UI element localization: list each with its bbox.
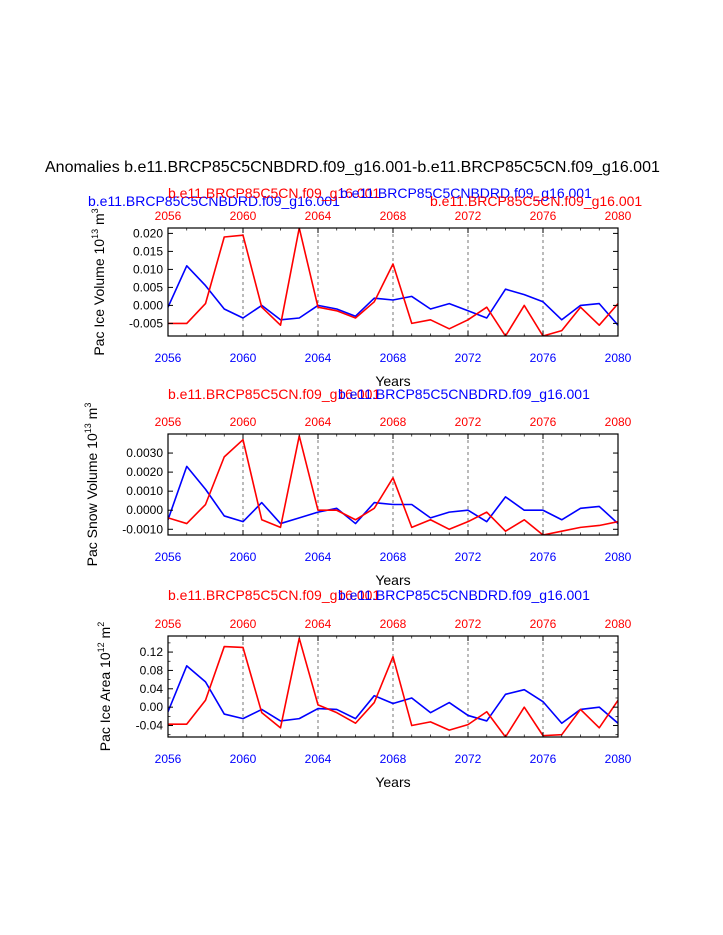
y-tick-label: 0.0020	[126, 465, 163, 479]
y-tick-label: -0.04	[136, 719, 164, 733]
chart-panel-1: b.e11.BRCP85C5CNBDRD.f09_g16.001b.e11.BR…	[88, 185, 642, 389]
x-tick-label-bottom: 2076	[530, 351, 557, 365]
series-line-red	[168, 228, 618, 336]
x-tick-label-top: 2072	[455, 617, 482, 631]
y-axis-label: Pac Ice Area 1012 m2	[96, 622, 113, 751]
y-tick-label: 0.015	[133, 244, 163, 258]
x-tick-label-bottom: 2072	[455, 752, 482, 766]
x-tick-label-bottom: 2068	[380, 752, 407, 766]
x-tick-label-top: 2076	[530, 209, 557, 223]
x-tick-label-top: 2076	[530, 415, 557, 429]
y-tick-label: 0.04	[140, 682, 164, 696]
chart-panel-2: b.e11.BRCP85C5CN.f09_g16.001b.e11.BRCP85…	[83, 386, 632, 588]
x-tick-label-bottom: 2056	[155, 550, 182, 564]
series-line-blue	[168, 264, 618, 326]
y-tick-label: 0.010	[133, 262, 163, 276]
x-tick-label-bottom: 2060	[230, 351, 257, 365]
y-tick-label: 0.0030	[126, 446, 163, 460]
series-line-blue	[168, 465, 618, 525]
x-tick-label-top: 2068	[380, 415, 407, 429]
panel-title-red: b.e11.BRCP85C5CN.f09_g16.001	[168, 587, 380, 603]
x-tick-label-top: 2060	[230, 415, 257, 429]
x-tick-label-bottom: 2072	[455, 351, 482, 365]
x-tick-label-top: 2068	[380, 209, 407, 223]
series-line-red	[168, 435, 618, 535]
x-tick-label-bottom: 2080	[605, 550, 632, 564]
x-axis-label: Years	[375, 373, 410, 389]
x-tick-label-bottom: 2060	[230, 550, 257, 564]
x-tick-label-top: 2056	[155, 415, 182, 429]
x-tick-label-top: 2056	[155, 209, 182, 223]
x-tick-label-top: 2064	[305, 209, 332, 223]
x-tick-label-top: 2076	[530, 617, 557, 631]
y-tick-label: 0.005	[133, 280, 163, 294]
x-tick-label-top: 2060	[230, 617, 257, 631]
panel-title-blue-right: b.e11.BRCP85C5CNBDRD.f09_g16.001	[340, 185, 592, 201]
x-tick-label-top: 2064	[305, 415, 332, 429]
x-tick-label-bottom: 2068	[380, 550, 407, 564]
y-axis-label: Pac Ice Volume 1013 m3	[90, 208, 107, 355]
y-tick-label: 0.08	[140, 663, 164, 677]
y-tick-label: 0.12	[140, 645, 164, 659]
figure-title: Anomalies b.e11.BRCP85C5CNBDRD.f09_g16.0…	[45, 159, 660, 176]
y-axis-label: Pac Snow Volume 1013 m3	[83, 403, 100, 567]
panel-title-red-left: b.e11.BRCP85C5CN.f09_g16.001	[168, 185, 380, 201]
x-tick-label-top: 2060	[230, 209, 257, 223]
x-tick-label-bottom: 2076	[530, 550, 557, 564]
x-tick-label-bottom: 2072	[455, 550, 482, 564]
panel-title-blue: b.e11.BRCP85C5CNBDRD.f09_g16.001	[338, 587, 590, 603]
y-tick-label: 0.0000	[126, 503, 163, 517]
x-tick-label-top: 2080	[605, 617, 632, 631]
x-axis-label: Years	[375, 572, 410, 588]
x-tick-label-bottom: 2068	[380, 351, 407, 365]
panel-title-red-right: b.e11.BRCP85C5CN.f09_g16.001	[430, 193, 642, 209]
x-tick-label-top: 2072	[455, 209, 482, 223]
series-line-blue	[168, 665, 618, 725]
x-tick-label-bottom: 2064	[305, 550, 332, 564]
x-tick-label-top: 2064	[305, 617, 332, 631]
y-tick-label: 0.00	[140, 700, 164, 714]
x-axis-label: Years	[375, 774, 410, 790]
x-tick-label-top: 2056	[155, 617, 182, 631]
y-tick-label: 0.0010	[126, 484, 163, 498]
chart-panel-3: b.e11.BRCP85C5CN.f09_g16.001b.e11.BRCP85…	[96, 587, 632, 790]
x-tick-label-top: 2068	[380, 617, 407, 631]
x-tick-label-bottom: 2056	[155, 351, 182, 365]
x-tick-label-top: 2072	[455, 415, 482, 429]
y-tick-label: 0.020	[133, 226, 163, 240]
x-tick-label-bottom: 2080	[605, 752, 632, 766]
x-tick-label-bottom: 2064	[305, 752, 332, 766]
series-group	[168, 228, 618, 336]
x-tick-label-top: 2080	[605, 209, 632, 223]
x-tick-label-bottom: 2080	[605, 351, 632, 365]
panel-title-blue-left: b.e11.BRCP85C5CNBDRD.f09_g16.001	[88, 193, 340, 209]
x-tick-label-bottom: 2056	[155, 752, 182, 766]
x-tick-label-bottom: 2060	[230, 752, 257, 766]
x-tick-label-top: 2080	[605, 415, 632, 429]
y-tick-label: 0.000	[133, 298, 163, 312]
panel-title-red: b.e11.BRCP85C5CN.f09_g16.001	[168, 386, 380, 402]
y-tick-label: -0.0010	[122, 522, 163, 536]
panel-title-blue: b.e11.BRCP85C5CNBDRD.f09_g16.001	[338, 386, 590, 402]
x-tick-label-bottom: 2064	[305, 351, 332, 365]
x-tick-label-bottom: 2076	[530, 752, 557, 766]
series-group	[168, 435, 618, 535]
y-tick-label: -0.005	[129, 316, 163, 330]
